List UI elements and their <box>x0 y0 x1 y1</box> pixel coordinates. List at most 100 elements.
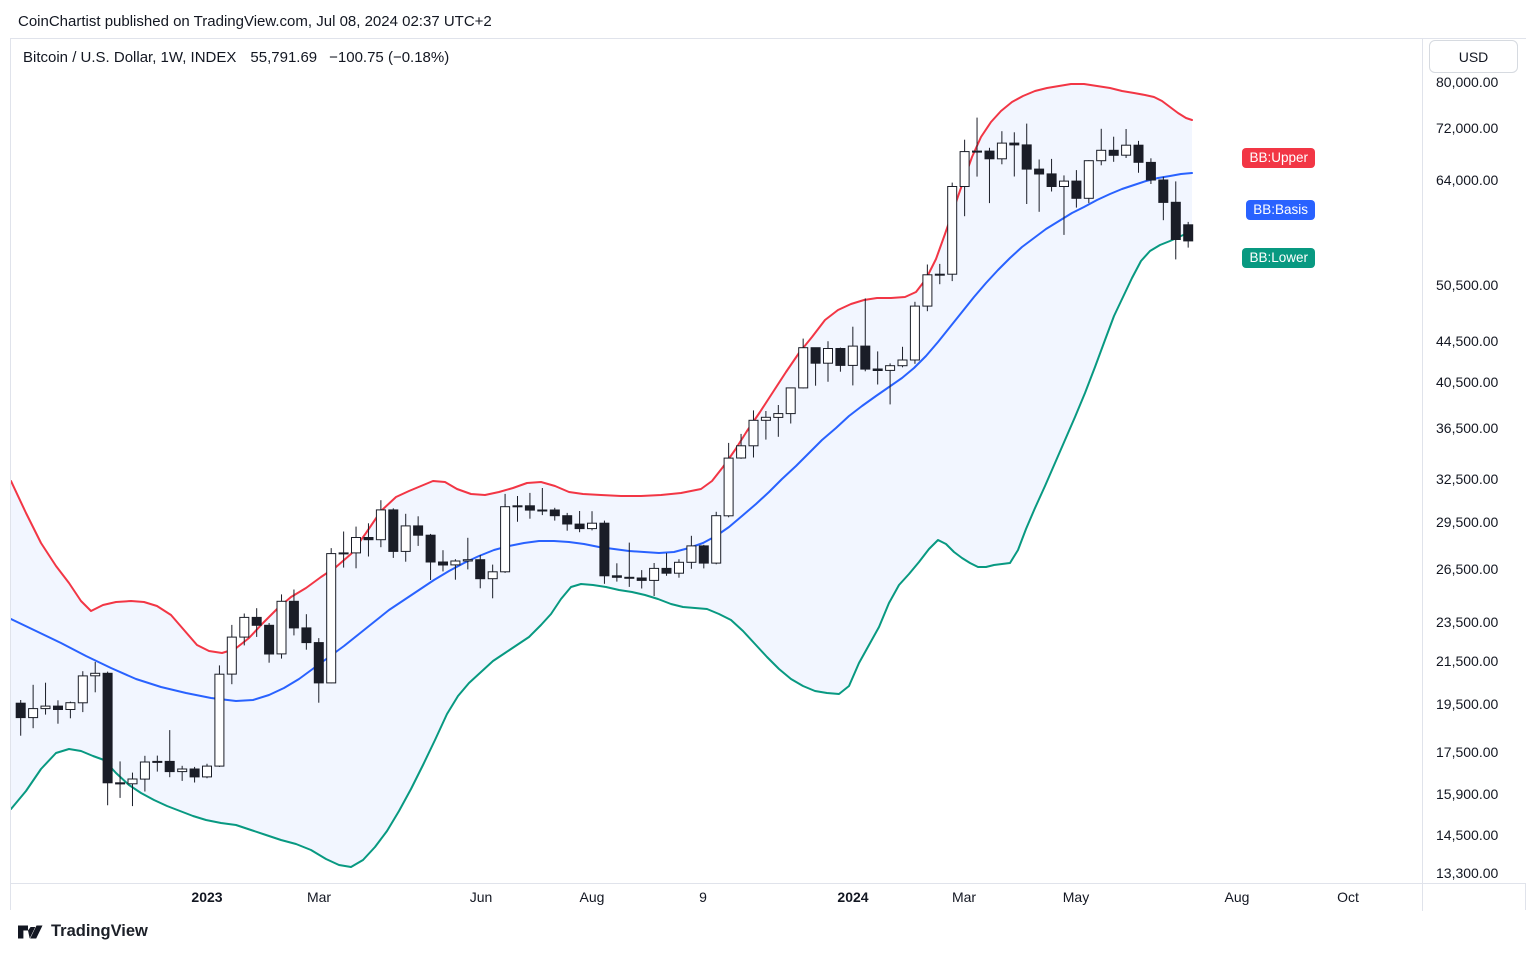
candle <box>462 559 473 562</box>
candle <box>698 545 709 564</box>
time-axis-label: Oct <box>1337 889 1359 905</box>
currency-button[interactable]: USD <box>1429 40 1518 73</box>
price-axis-label: 14,500.00 <box>1436 826 1499 843</box>
time-axis-label: Jun <box>469 889 493 905</box>
candle <box>28 708 39 719</box>
candle <box>139 761 150 780</box>
time-axis-label: 2023 <box>191 889 223 905</box>
candle <box>785 387 796 415</box>
candle <box>1083 160 1094 199</box>
candle <box>90 672 101 677</box>
time-axis-label: Mar <box>951 889 977 905</box>
candle <box>475 559 486 580</box>
bb-lower-label-badge: BB:Lower <box>1242 248 1315 268</box>
price-axis-label: 17,500.00 <box>1436 744 1499 760</box>
candle <box>189 768 200 778</box>
candle <box>512 505 523 508</box>
candle <box>1059 180 1069 188</box>
candles-layer <box>15 117 1194 807</box>
candle <box>624 576 635 579</box>
candle <box>847 345 858 366</box>
candle <box>810 347 821 364</box>
candle <box>984 150 995 160</box>
candle <box>587 522 597 530</box>
candle <box>823 348 833 364</box>
candle <box>674 561 684 574</box>
candle <box>934 273 945 276</box>
candle <box>661 567 672 574</box>
candle <box>276 600 287 655</box>
price-axis-label: 64,000.00 <box>1436 172 1499 189</box>
candle <box>152 760 163 763</box>
bollinger-fill <box>11 84 1192 867</box>
candle <box>15 702 26 719</box>
candle <box>537 509 548 512</box>
time-axis-label: May <box>1062 889 1090 905</box>
bollinger-upper-line <box>11 83 1193 654</box>
candle <box>736 445 747 459</box>
candle <box>264 624 275 655</box>
last-price: 55,791.69 <box>250 49 318 66</box>
candle <box>102 672 113 784</box>
candle <box>549 509 560 517</box>
tradingview-icon <box>18 925 43 938</box>
candle <box>313 642 324 684</box>
candle <box>214 673 225 767</box>
candle <box>909 305 920 361</box>
candle <box>77 675 88 704</box>
price-axis-label: 23,500.00 <box>1436 614 1499 631</box>
candle <box>897 359 908 367</box>
candle <box>53 705 63 710</box>
candle <box>288 600 299 629</box>
candle <box>1009 142 1020 146</box>
candle <box>1133 144 1144 163</box>
candle <box>562 515 573 525</box>
time-axis-label: 9 <box>699 889 707 905</box>
candle <box>835 348 846 366</box>
price-axis-label: 13,300.00 <box>1436 865 1499 881</box>
chart-canvas[interactable]: Bitcoin / U.S. Dollar, 1W, INDEX 55,791.6… <box>11 39 1422 883</box>
candle <box>1108 149 1119 156</box>
candle <box>1183 224 1194 242</box>
candle <box>363 537 374 541</box>
candle <box>438 561 448 566</box>
bb-upper-label-badge: BB:Upper <box>1242 148 1315 168</box>
candle <box>351 537 361 554</box>
price-axis-label: 36,500.00 <box>1436 419 1499 436</box>
time-axis-label: Mar <box>306 889 332 905</box>
candle <box>251 616 262 626</box>
candle <box>1046 173 1057 187</box>
candle <box>1096 149 1107 162</box>
candle <box>798 347 809 389</box>
price-pane-svg[interactable] <box>11 39 1422 883</box>
price-axis-label: 21,500.00 <box>1436 653 1499 670</box>
candle <box>636 577 647 581</box>
candle <box>996 142 1007 160</box>
price-axis-label: 19,500.00 <box>1436 696 1499 713</box>
candle <box>40 705 51 710</box>
candle <box>748 419 759 447</box>
candle <box>649 567 660 581</box>
candle <box>1158 179 1169 203</box>
candle <box>388 509 399 552</box>
chart-card: Bitcoin / U.S. Dollar, 1W, INDEX 55,791.6… <box>10 38 1527 911</box>
tradingview-logo-link[interactable]: TradingView <box>18 922 148 941</box>
price-axis-label: 26,500.00 <box>1436 561 1499 578</box>
time-axis[interactable]: 2023 Mar Jun Aug 9 2024 Mar May Aug Oct <box>11 883 1525 911</box>
candle <box>338 552 349 555</box>
candle <box>885 365 896 371</box>
candle <box>686 545 697 563</box>
candle <box>1021 144 1032 170</box>
price-axis-label: 40,500.00 <box>1436 374 1499 391</box>
price-axis[interactable]: USD 80,000.00 72,000.00 64,000.00 50,500.00… <box>1422 39 1527 883</box>
candle <box>413 525 424 536</box>
candle <box>500 506 511 573</box>
candle <box>760 416 771 421</box>
candle <box>177 768 188 773</box>
time-axis-label: Aug <box>579 889 605 905</box>
candle <box>127 778 138 785</box>
candle <box>922 274 933 307</box>
candle <box>611 575 622 578</box>
candle <box>65 702 76 711</box>
candle <box>301 627 312 644</box>
